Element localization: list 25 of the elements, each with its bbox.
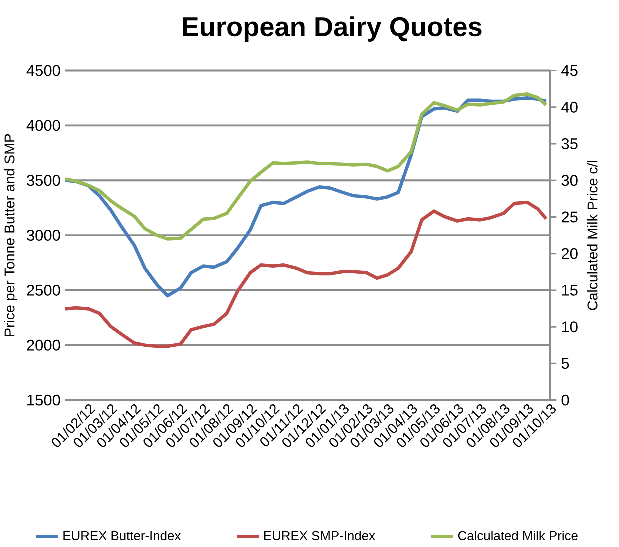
y-axis-title: Price per Tonne Butter and SMP xyxy=(4,134,18,336)
y2-tick-label: 25 xyxy=(562,212,578,222)
y2-tick-label: 40 xyxy=(562,102,578,113)
y2-axis-title: Calculated Milk Price c/l xyxy=(587,160,598,310)
y2-tick-label: 5 xyxy=(562,358,570,369)
y-tick-label: 2000 xyxy=(27,340,60,351)
y-tick-label: 2500 xyxy=(27,284,60,296)
legend-label: EUREX SMP-Index xyxy=(264,530,376,540)
y-tick-label: 3500 xyxy=(27,174,60,186)
y2-tick-label: 15 xyxy=(562,284,578,296)
y2-tick-label: 10 xyxy=(562,321,578,332)
line-series xyxy=(64,200,548,348)
y-tick-label: 3000 xyxy=(27,230,60,241)
chart-title: European Dairy Quotes xyxy=(183,16,482,42)
line-series xyxy=(64,92,548,241)
y-tick-label: 4500 xyxy=(26,65,60,76)
y2-tick-label: 45 xyxy=(562,65,578,76)
y2-tick-label: 20 xyxy=(562,248,578,260)
legend-label: EUREX Butter-Index xyxy=(64,530,182,540)
y-tick-label: 4000 xyxy=(26,120,60,131)
y2-tick-label: 35 xyxy=(562,138,578,150)
legend-label: Calculated Milk Price xyxy=(458,530,578,540)
y2-tick-label: 30 xyxy=(562,174,578,186)
y-tick-label: 1500 xyxy=(28,394,60,406)
y2-tick-label: 0 xyxy=(562,394,570,406)
